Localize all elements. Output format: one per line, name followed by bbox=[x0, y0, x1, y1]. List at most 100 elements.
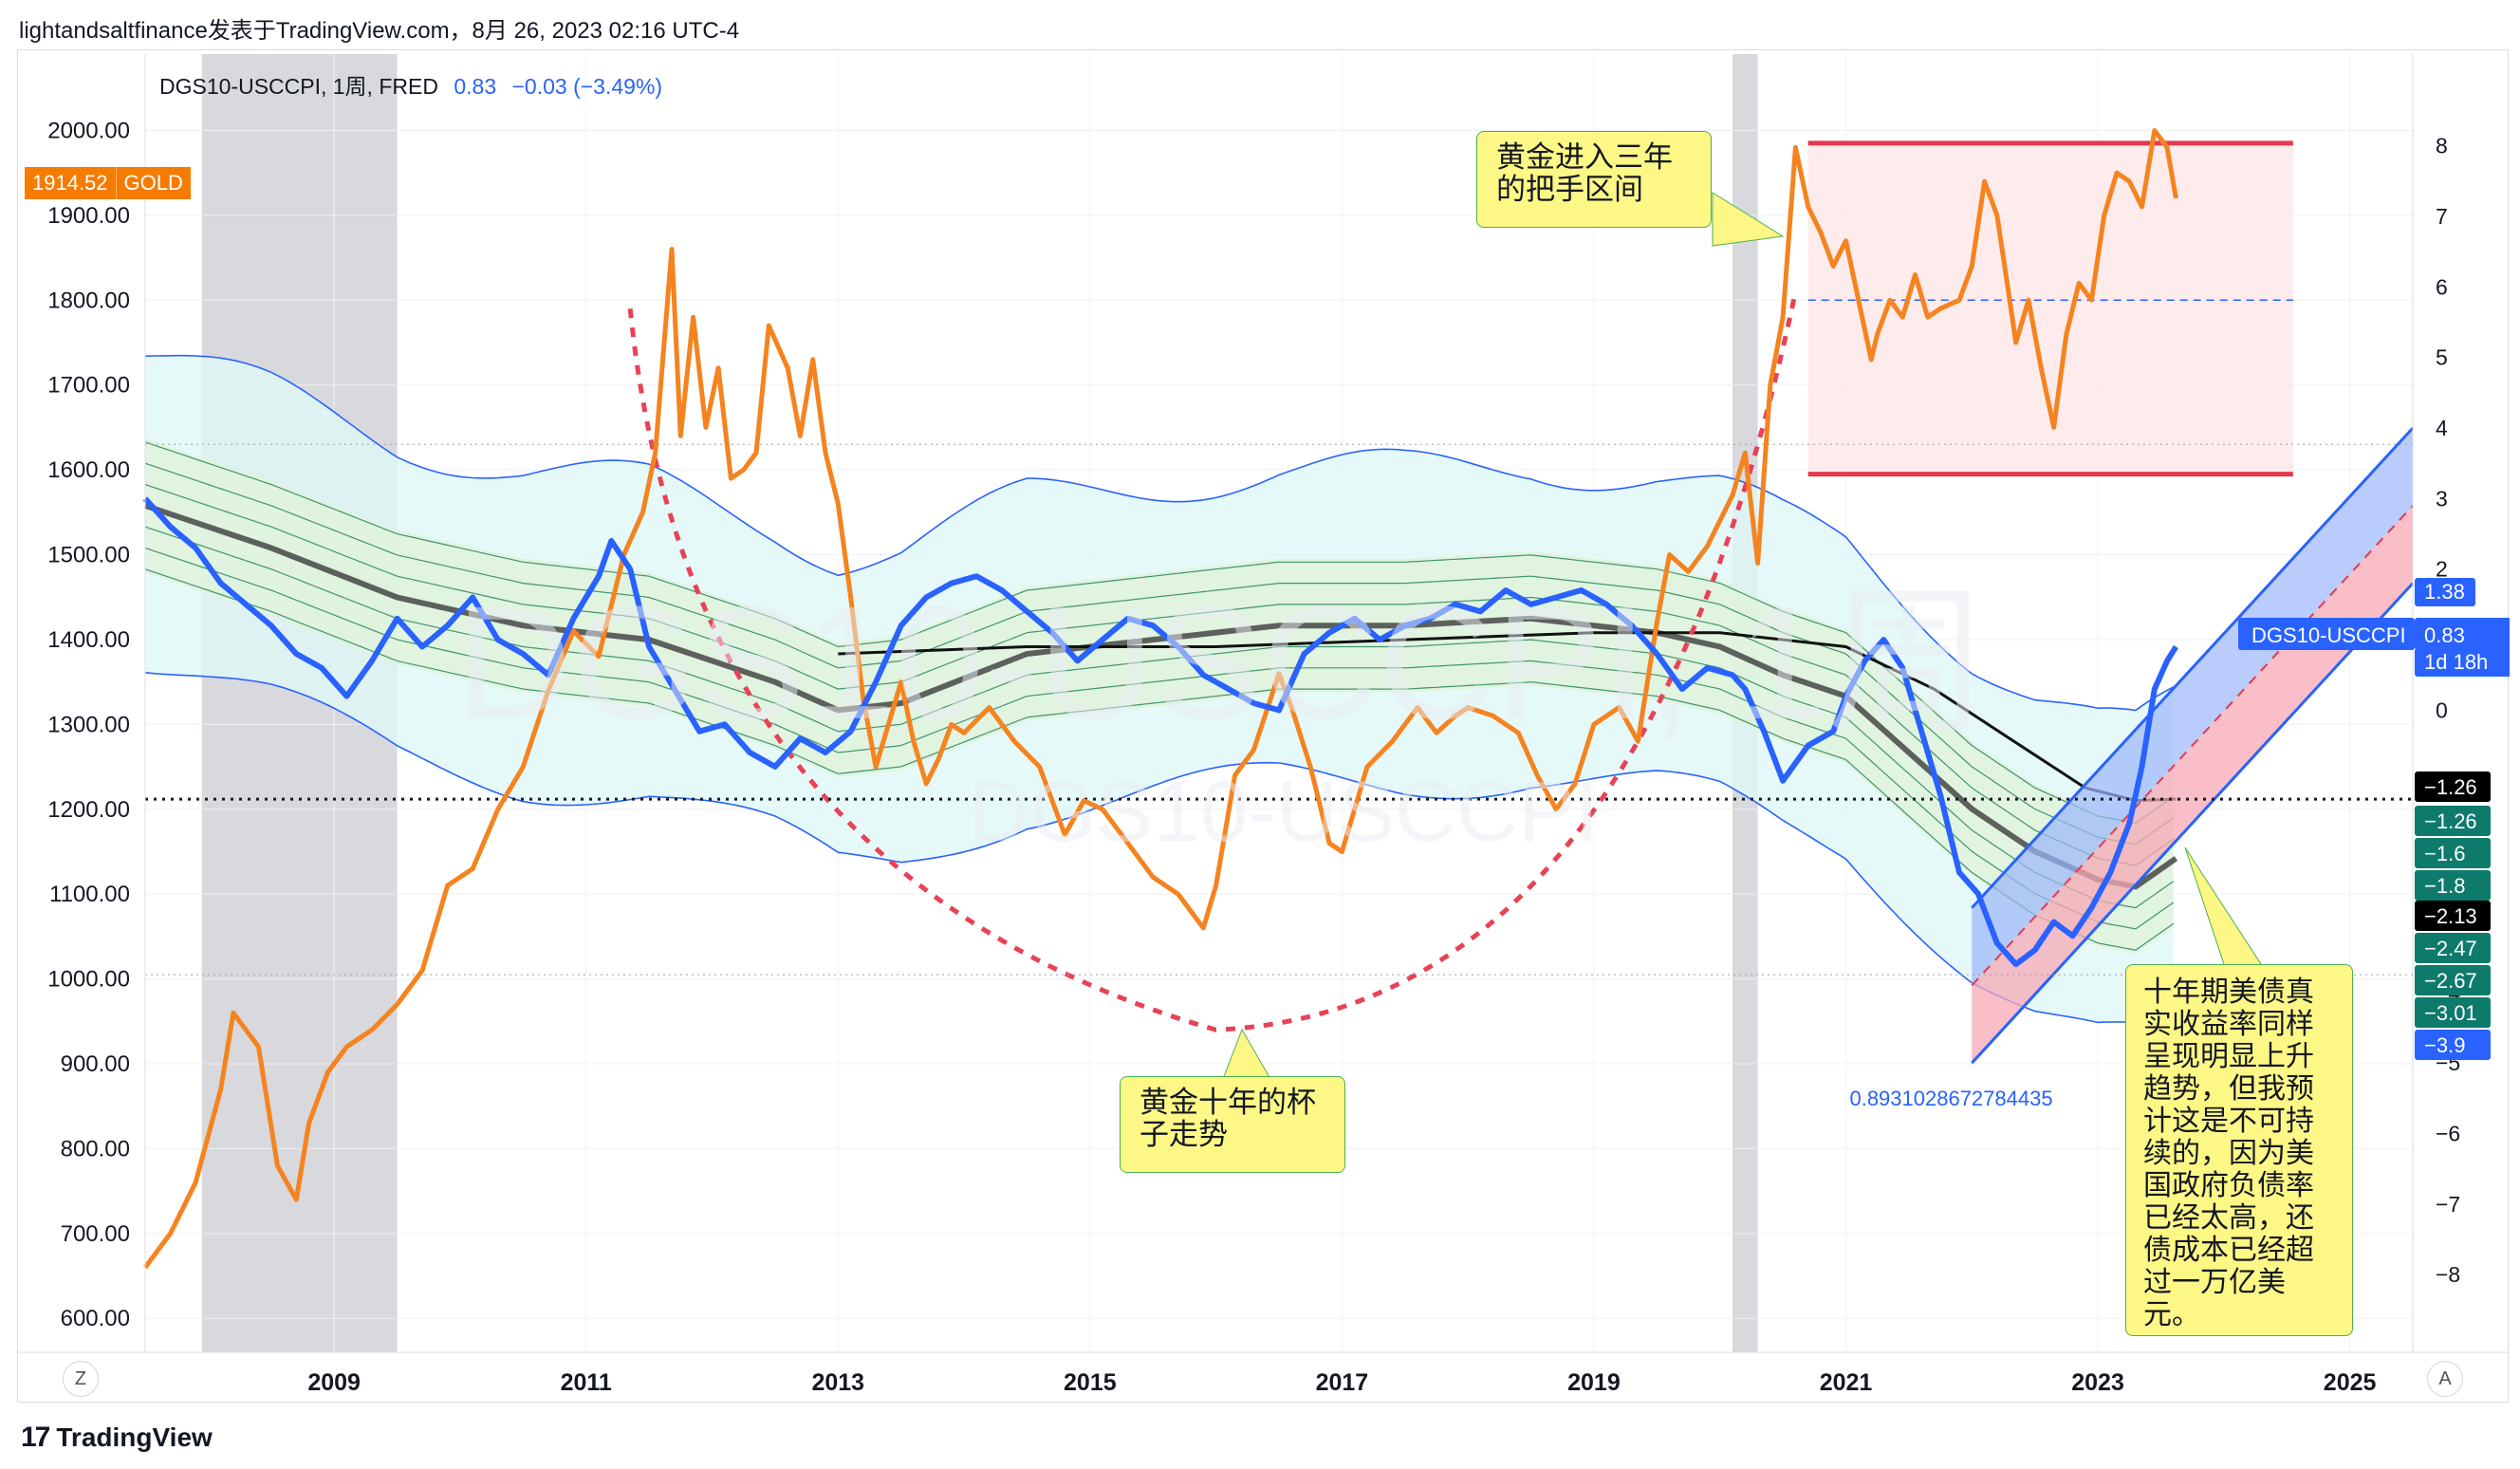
inner-band-line-0 bbox=[144, 568, 2175, 951]
callout-right-tail bbox=[2184, 846, 2264, 968]
watermark-sub: DGS10-USCCPI bbox=[968, 765, 1600, 860]
inner-band-line-5 bbox=[144, 441, 2175, 825]
left-tick-label-2: 800.00 bbox=[61, 1136, 130, 1162]
price-label-bg-1 bbox=[2238, 618, 2415, 650]
gold-label: GOLD bbox=[115, 167, 191, 199]
gold-price: 1914.52 bbox=[25, 167, 116, 199]
right-tick-label-16: 8 bbox=[2436, 134, 2448, 158]
price-label-bg-9 bbox=[2415, 933, 2491, 963]
price-label-text-8: −2.13 bbox=[2424, 904, 2477, 928]
channel-upper-line bbox=[1971, 427, 2415, 909]
price-label-text-3: 1d 18h bbox=[2424, 650, 2488, 674]
price-label-bg-4 bbox=[2415, 772, 2491, 802]
envelope-lower-line bbox=[144, 672, 2175, 1024]
tradingview-wordmark: TradingView bbox=[56, 1423, 213, 1452]
left-tick-label-3: 900.00 bbox=[61, 1051, 130, 1077]
right-tick-label-14: 6 bbox=[2436, 274, 2448, 299]
price-label-bg-11 bbox=[2415, 997, 2491, 1028]
price-label-text-10: −2.67 bbox=[2424, 969, 2477, 993]
left-tick-label-11: 1700.00 bbox=[47, 373, 130, 399]
left-tick-label-10: 1600.00 bbox=[47, 457, 130, 483]
time-tick-label-3: 2015 bbox=[1064, 1369, 1117, 1396]
time-tick-label-5: 2019 bbox=[1567, 1369, 1621, 1396]
handle-box-fill bbox=[1807, 142, 2293, 474]
gold-series-line bbox=[142, 128, 2178, 1270]
left-tick-label-9: 1500.00 bbox=[47, 543, 130, 568]
gold-price-tag[interactable]: 1914.52 GOLD bbox=[25, 167, 191, 199]
right-tick-label-13: 5 bbox=[2436, 345, 2448, 370]
legend-value: 0.83 bbox=[454, 74, 497, 99]
time-tick-label-8: 2025 bbox=[2324, 1369, 2377, 1396]
inner-band-fill bbox=[145, 438, 2174, 954]
callout-real-yield[interactable]: 十年期美债真实收益率同样呈现明显上升趋势，但我预计这是不可持续的，因为美国政府负… bbox=[2125, 964, 2353, 1336]
chart-frame[interactable]: 0.8931028672784435 600.00 700.00 800.00 900.… bbox=[17, 49, 2510, 1403]
auto-scale-button[interactable]: A bbox=[2427, 1361, 2463, 1397]
left-tick-label-4: 1000.00 bbox=[47, 967, 130, 993]
right-tick-label-0: −8 bbox=[2436, 1262, 2460, 1287]
price-label-bg-5 bbox=[2415, 806, 2491, 836]
callout-real-yield-text: 十年期美债真实收益率同样呈现明显上升趋势，但我预计这是不可持续的，因为美国政府负… bbox=[2143, 976, 2314, 1330]
chart-svg: 0.8931028672784435 600.00 700.00 800.00 900.… bbox=[18, 54, 2510, 1396]
time-tick-label-0: 2009 bbox=[307, 1369, 361, 1396]
right-tick-label-15: 7 bbox=[2436, 204, 2448, 229]
chart-header-title: lightandsaltfinance发表于TradingView.com，8月… bbox=[19, 18, 740, 44]
price-label-bg-8 bbox=[2415, 901, 2491, 931]
price-label-bg-10 bbox=[2415, 965, 2491, 995]
time-tick-label-2: 2013 bbox=[811, 1369, 864, 1396]
fib-ratio-label: 0.8931028672784435 bbox=[1849, 1087, 2052, 1110]
left-tick-label-13: 1900.00 bbox=[47, 203, 130, 229]
callout-handle-text: 黄金进入三年的把手区间 bbox=[1496, 140, 1673, 206]
inner-band-line-1 bbox=[144, 547, 2175, 930]
tradingview-logo-icon: 17 bbox=[21, 1422, 50, 1453]
right-tick-label-10: 2 bbox=[2436, 557, 2448, 582]
callout-handle[interactable]: 黄金进入三年的把手区间 bbox=[1476, 131, 1712, 228]
legend-symbol: DGS10-USCCPI, 1周, FRED bbox=[159, 74, 438, 99]
price-label-bg-3 bbox=[2415, 648, 2510, 677]
legend-change: −0.03 (−3.49%) bbox=[511, 74, 663, 99]
left-tick-label-5: 1100.00 bbox=[49, 882, 130, 907]
channel-upper-fill bbox=[1972, 428, 2413, 986]
log-scale-button[interactable]: Z bbox=[63, 1361, 99, 1397]
log-scale-label: Z bbox=[74, 1367, 87, 1389]
real-yield-series-line bbox=[142, 496, 2178, 968]
price-label-bg-7 bbox=[2415, 870, 2491, 901]
price-label-text-1: DGS10-USCCPI bbox=[2251, 623, 2406, 647]
envelope-upper-line bbox=[144, 354, 2175, 712]
price-label-bg-12 bbox=[2415, 1030, 2491, 1060]
left-tick-label-8: 1400.00 bbox=[47, 627, 130, 653]
right-tick-label-1: −7 bbox=[2436, 1192, 2460, 1217]
price-label-text-11: −3.01 bbox=[2424, 1001, 2477, 1025]
left-tick-label-1: 700.00 bbox=[61, 1221, 130, 1247]
price-label-text-4: −1.26 bbox=[2424, 775, 2477, 799]
price-label-text-7: −1.8 bbox=[2424, 874, 2465, 898]
right-tick-label-11: 3 bbox=[2436, 486, 2448, 511]
left-tick-label-7: 1300.00 bbox=[47, 712, 130, 737]
left-tick-label-12: 1800.00 bbox=[47, 288, 130, 313]
left-tick-label-0: 600.00 bbox=[61, 1306, 130, 1331]
time-tick-label-4: 2017 bbox=[1316, 1369, 1369, 1396]
right-tick-label-8: 0 bbox=[2436, 697, 2448, 722]
cup-curve bbox=[627, 290, 1798, 1032]
price-label-bg-2 bbox=[2415, 618, 2510, 650]
price-label-text-0: 1.38 bbox=[2424, 580, 2465, 604]
price-label-text-9: −2.47 bbox=[2424, 937, 2477, 960]
time-tick-label-1: 2011 bbox=[561, 1369, 612, 1396]
callout-cup[interactable]: 黄金十年的杯子走势 bbox=[1120, 1076, 1345, 1173]
auto-scale-label: A bbox=[2438, 1367, 2452, 1389]
callout-bottom-tail bbox=[1222, 1028, 1271, 1080]
callout-top-tail bbox=[1712, 192, 1785, 247]
channel-lower-line bbox=[1971, 582, 2415, 1065]
price-label-bg-6 bbox=[2415, 838, 2491, 868]
series-legend[interactable]: DGS10-USCCPI, 1周, FRED 0.83 −0.03 (−3.49… bbox=[159, 68, 662, 101]
price-label-text-2: 0.83 bbox=[2424, 623, 2465, 647]
inner-band-line-2 bbox=[144, 526, 2175, 909]
price-label-text-5: −1.26 bbox=[2424, 809, 2477, 833]
callout-cup-text: 黄金十年的杯子走势 bbox=[1140, 1086, 1316, 1151]
price-label-bg-0 bbox=[2415, 578, 2475, 606]
tradingview-brand[interactable]: 17 TradingView bbox=[21, 1422, 213, 1454]
left-tick-label-14: 2000.00 bbox=[47, 118, 130, 143]
right-tick-label-12: 4 bbox=[2436, 416, 2448, 440]
price-label-text-6: −1.6 bbox=[2424, 842, 2465, 865]
left-tick-label-6: 1200.00 bbox=[47, 797, 130, 823]
channel-mid-line bbox=[1971, 505, 2414, 987]
